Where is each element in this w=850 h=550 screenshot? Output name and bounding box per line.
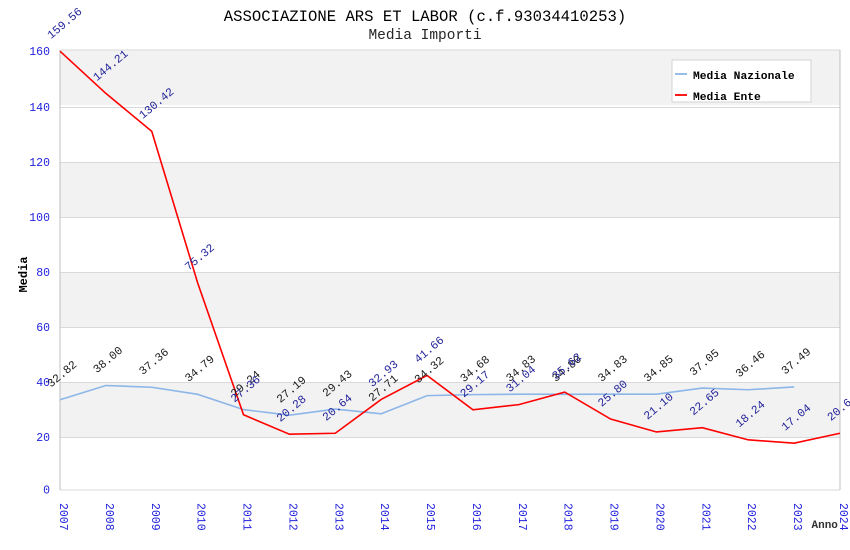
svg-text:2013: 2013: [331, 503, 344, 531]
svg-text:2022: 2022: [744, 503, 757, 531]
svg-text:2008: 2008: [102, 503, 115, 531]
svg-text:2012: 2012: [285, 503, 298, 531]
svg-text:Media: Media: [17, 256, 31, 292]
svg-text:2014: 2014: [377, 503, 390, 531]
svg-text:20: 20: [36, 432, 50, 445]
svg-text:2021: 2021: [698, 503, 711, 531]
svg-text:2017: 2017: [515, 503, 528, 531]
svg-text:Anno: Anno: [812, 520, 839, 532]
svg-text:2020: 2020: [653, 503, 666, 531]
svg-text:140: 140: [29, 102, 50, 115]
svg-text:160: 160: [29, 46, 50, 59]
svg-text:2016: 2016: [469, 503, 482, 531]
svg-text:Media Ente: Media Ente: [693, 92, 761, 104]
svg-text:2024: 2024: [836, 503, 849, 531]
svg-text:2011: 2011: [240, 503, 253, 531]
svg-text:80: 80: [36, 267, 50, 280]
svg-text:Media Nazionale: Media Nazionale: [693, 71, 795, 83]
svg-text:2023: 2023: [790, 503, 803, 531]
svg-text:2007: 2007: [56, 503, 69, 531]
svg-text:120: 120: [29, 157, 50, 170]
svg-text:0: 0: [43, 485, 50, 498]
svg-text:2018: 2018: [561, 503, 574, 531]
svg-text:100: 100: [29, 212, 50, 225]
svg-text:2010: 2010: [194, 503, 207, 531]
svg-text:2019: 2019: [607, 503, 620, 531]
svg-text:60: 60: [36, 322, 50, 335]
svg-text:2009: 2009: [148, 503, 161, 531]
svg-text:2015: 2015: [423, 503, 436, 531]
